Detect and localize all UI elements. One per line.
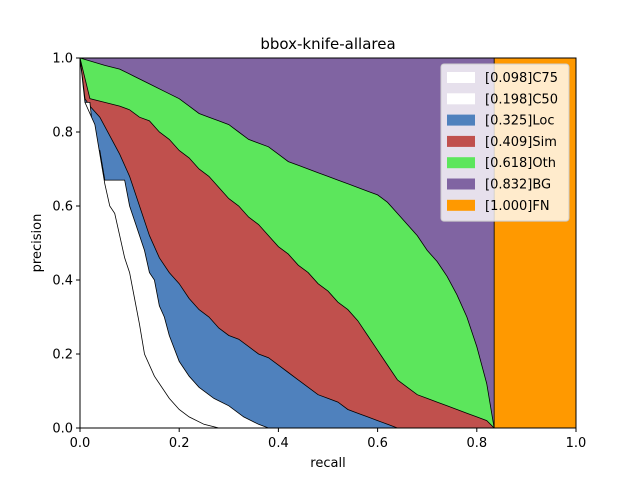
x-tick-label: 0.6 (367, 436, 388, 451)
y-tick-label: 0.8 (52, 126, 73, 141)
legend-item: [0.198]C50 (447, 92, 558, 107)
y-tick-label: 0.2 (52, 348, 73, 363)
legend-swatch (447, 199, 475, 211)
legend-label: [0.409]Sim (485, 135, 557, 150)
legend-label: [1.000]FN (485, 199, 550, 214)
x-axis: 0.0 0.2 0.4 0.6 0.8 1.0 (70, 428, 587, 451)
legend-label: [0.618]Oth (485, 156, 556, 171)
x-tick-label: 1.0 (566, 436, 587, 451)
legend-item: [0.832]BG (447, 178, 551, 193)
y-tick-label: 0.6 (52, 200, 73, 215)
legend-swatch (447, 178, 475, 190)
legend-swatch (447, 93, 475, 105)
x-tick-label: 0.2 (169, 436, 190, 451)
legend-label: [0.325]Loc (485, 114, 554, 129)
legend-label: [0.832]BG (485, 178, 551, 193)
legend-label: [0.098]C75 (485, 71, 558, 86)
area-0-098-c75 (80, 58, 219, 428)
y-tick-label: 1.0 (52, 52, 73, 67)
legend-swatch (447, 114, 475, 126)
y-tick-label: 0.0 (52, 422, 73, 437)
x-tick-label: 0.0 (70, 436, 91, 451)
x-tick-label: 0.4 (268, 436, 289, 451)
legend-item: [0.098]C75 (447, 71, 558, 86)
y-axis: 0.0 0.2 0.4 0.6 0.8 1.0 (52, 52, 80, 437)
y-tick-label: 0.4 (52, 274, 73, 289)
chart-title: bbox-knife-allarea (260, 35, 395, 53)
y-axis-title: precision (30, 214, 45, 273)
legend-swatch (447, 72, 475, 83)
x-axis-title: recall (310, 456, 345, 471)
legend-item: [1.000]FN (447, 199, 550, 214)
legend-swatch (447, 135, 475, 147)
legend-item: [0.409]Sim (447, 135, 557, 150)
x-tick-label: 0.8 (466, 436, 487, 451)
legend-item: [0.618]Oth (447, 156, 556, 171)
legend-item: [0.325]Loc (447, 114, 554, 129)
legend-label: [0.198]C50 (485, 92, 558, 107)
legend-swatch (447, 157, 475, 169)
legend: [0.098]C75 [0.198]C50 [0.325]Loc [0.409]Sim… (440, 63, 570, 222)
plot-frame (79, 57, 577, 429)
